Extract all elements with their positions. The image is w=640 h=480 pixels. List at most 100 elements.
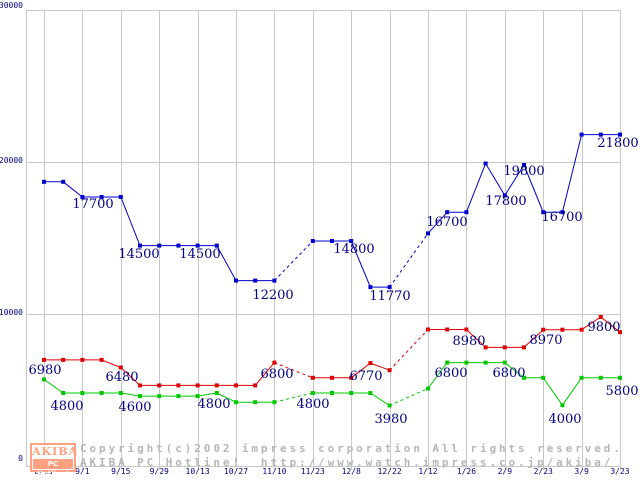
value-label: 14500 — [179, 247, 220, 262]
y-tick-label: 30000 — [0, 1, 23, 10]
data-point-low — [426, 386, 430, 391]
value-label: 6770 — [349, 369, 382, 384]
data-point-low — [99, 391, 104, 395]
x-tick-label: 1/12 — [418, 467, 437, 476]
data-point-mid — [426, 327, 430, 332]
x-tick-label: 9/29 — [150, 467, 169, 476]
x-tick-label: 1/26 — [457, 467, 476, 476]
value-label: 14500 — [118, 247, 159, 262]
x-tick-label: 9/15 — [111, 467, 130, 476]
data-point-low — [522, 375, 526, 380]
series-gap-line-low — [274, 392, 313, 403]
value-label: 4800 — [50, 399, 83, 414]
data-point-mid — [195, 383, 200, 388]
data-point-high — [502, 193, 507, 198]
data-point-high — [579, 132, 584, 137]
data-point-low — [42, 377, 46, 382]
data-point-mid — [560, 327, 565, 332]
series-gap-line-mid — [274, 362, 313, 379]
data-point-low — [598, 375, 603, 380]
data-point-high — [560, 210, 565, 215]
value-label: 8970 — [529, 333, 562, 348]
data-point-high — [310, 239, 315, 243]
data-point-mid — [522, 345, 526, 350]
data-point-mid — [138, 383, 142, 388]
data-point-high — [157, 243, 162, 248]
data-point-high — [272, 278, 277, 283]
data-point-low — [387, 403, 392, 408]
data-point-high — [214, 243, 219, 248]
data-point-high — [522, 163, 526, 167]
data-point-mid — [42, 357, 46, 362]
series-gap-line-high — [389, 233, 429, 288]
data-point-high — [598, 132, 603, 137]
data-point-mid — [387, 368, 392, 373]
data-point-low — [195, 394, 200, 399]
value-label: 17700 — [72, 197, 113, 212]
value-label: 6800 — [260, 367, 293, 382]
value-label: 14800 — [333, 242, 374, 257]
x-tick-label: 3/9 — [574, 467, 589, 476]
akiba-logo-text: AKIBA — [32, 445, 79, 458]
x-tick-label: 2/23 — [534, 467, 553, 476]
pc-hotline-logo-text: PC Hotline! — [33, 459, 73, 478]
data-point-mid — [618, 330, 622, 335]
data-point-low — [272, 400, 277, 405]
series-gap-line-high — [274, 240, 314, 281]
data-point-high — [426, 231, 430, 236]
data-point-low — [214, 391, 219, 395]
series-gap-line-mid — [389, 329, 429, 371]
data-point-mid — [272, 360, 277, 365]
data-point-high — [253, 278, 258, 283]
data-point-low — [176, 394, 181, 399]
data-point-high — [80, 195, 85, 199]
data-point-mid — [157, 383, 162, 388]
x-tick-label: 9/1 — [75, 467, 90, 476]
y-tick-label: 0 — [18, 454, 23, 463]
x-tick-label: 12/8 — [342, 467, 361, 476]
value-label: 6800 — [492, 366, 525, 381]
x-tick-label: 11/10 — [262, 467, 286, 476]
data-point-high — [541, 210, 546, 215]
data-point-high — [330, 239, 334, 243]
data-point-mid — [445, 327, 450, 332]
data-point-low — [483, 360, 488, 365]
data-point-low — [349, 391, 354, 395]
data-point-mid — [349, 375, 354, 380]
data-point-high — [176, 243, 181, 248]
value-label: 11770 — [369, 289, 410, 304]
data-point-low — [253, 400, 258, 405]
data-point-high — [99, 195, 104, 199]
data-point-high — [368, 285, 373, 290]
data-point-high — [349, 239, 354, 243]
data-point-low — [157, 394, 162, 399]
data-point-high — [445, 210, 450, 215]
value-label: 4800 — [197, 397, 230, 412]
data-point-high — [138, 243, 142, 248]
data-point-mid — [253, 383, 258, 388]
data-point-low — [560, 403, 565, 408]
data-point-low — [80, 391, 85, 395]
value-label: 16700 — [541, 210, 582, 225]
copyright-line: Copyright(c)2002 impress corporation All… — [80, 442, 623, 455]
data-point-high — [618, 132, 622, 137]
data-point-low — [234, 400, 238, 405]
data-point-high — [42, 179, 46, 184]
series-line-high — [44, 134, 620, 288]
data-point-high — [387, 285, 392, 290]
data-point-mid — [234, 383, 238, 388]
data-point-mid — [61, 357, 66, 362]
data-point-low — [445, 360, 450, 365]
data-point-mid — [214, 383, 219, 388]
y-tick-label: 10000 — [0, 308, 23, 317]
data-point-high — [61, 179, 66, 184]
site-url-line: AKIBA PC Hotline! http://www.watch.impre… — [80, 456, 614, 469]
data-point-mid — [368, 361, 373, 366]
data-point-mid — [541, 327, 546, 332]
data-point-low — [368, 391, 373, 395]
data-point-low — [579, 375, 584, 380]
value-label: 6480 — [105, 370, 138, 385]
x-tick-label: 10/27 — [224, 467, 248, 476]
data-point-mid — [598, 315, 603, 319]
